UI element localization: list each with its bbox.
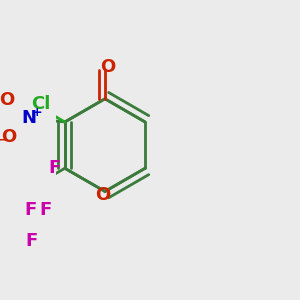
Text: O: O <box>1 128 16 146</box>
Text: N: N <box>21 109 36 127</box>
Text: Cl: Cl <box>32 95 51 113</box>
Text: −: − <box>0 134 7 147</box>
Text: O: O <box>100 58 115 76</box>
Text: O: O <box>95 186 110 204</box>
Text: F: F <box>25 232 38 250</box>
Text: O: O <box>0 91 14 109</box>
Text: +: + <box>32 106 42 119</box>
Text: F: F <box>24 201 37 219</box>
Text: F: F <box>40 201 52 219</box>
Text: F: F <box>49 159 61 177</box>
